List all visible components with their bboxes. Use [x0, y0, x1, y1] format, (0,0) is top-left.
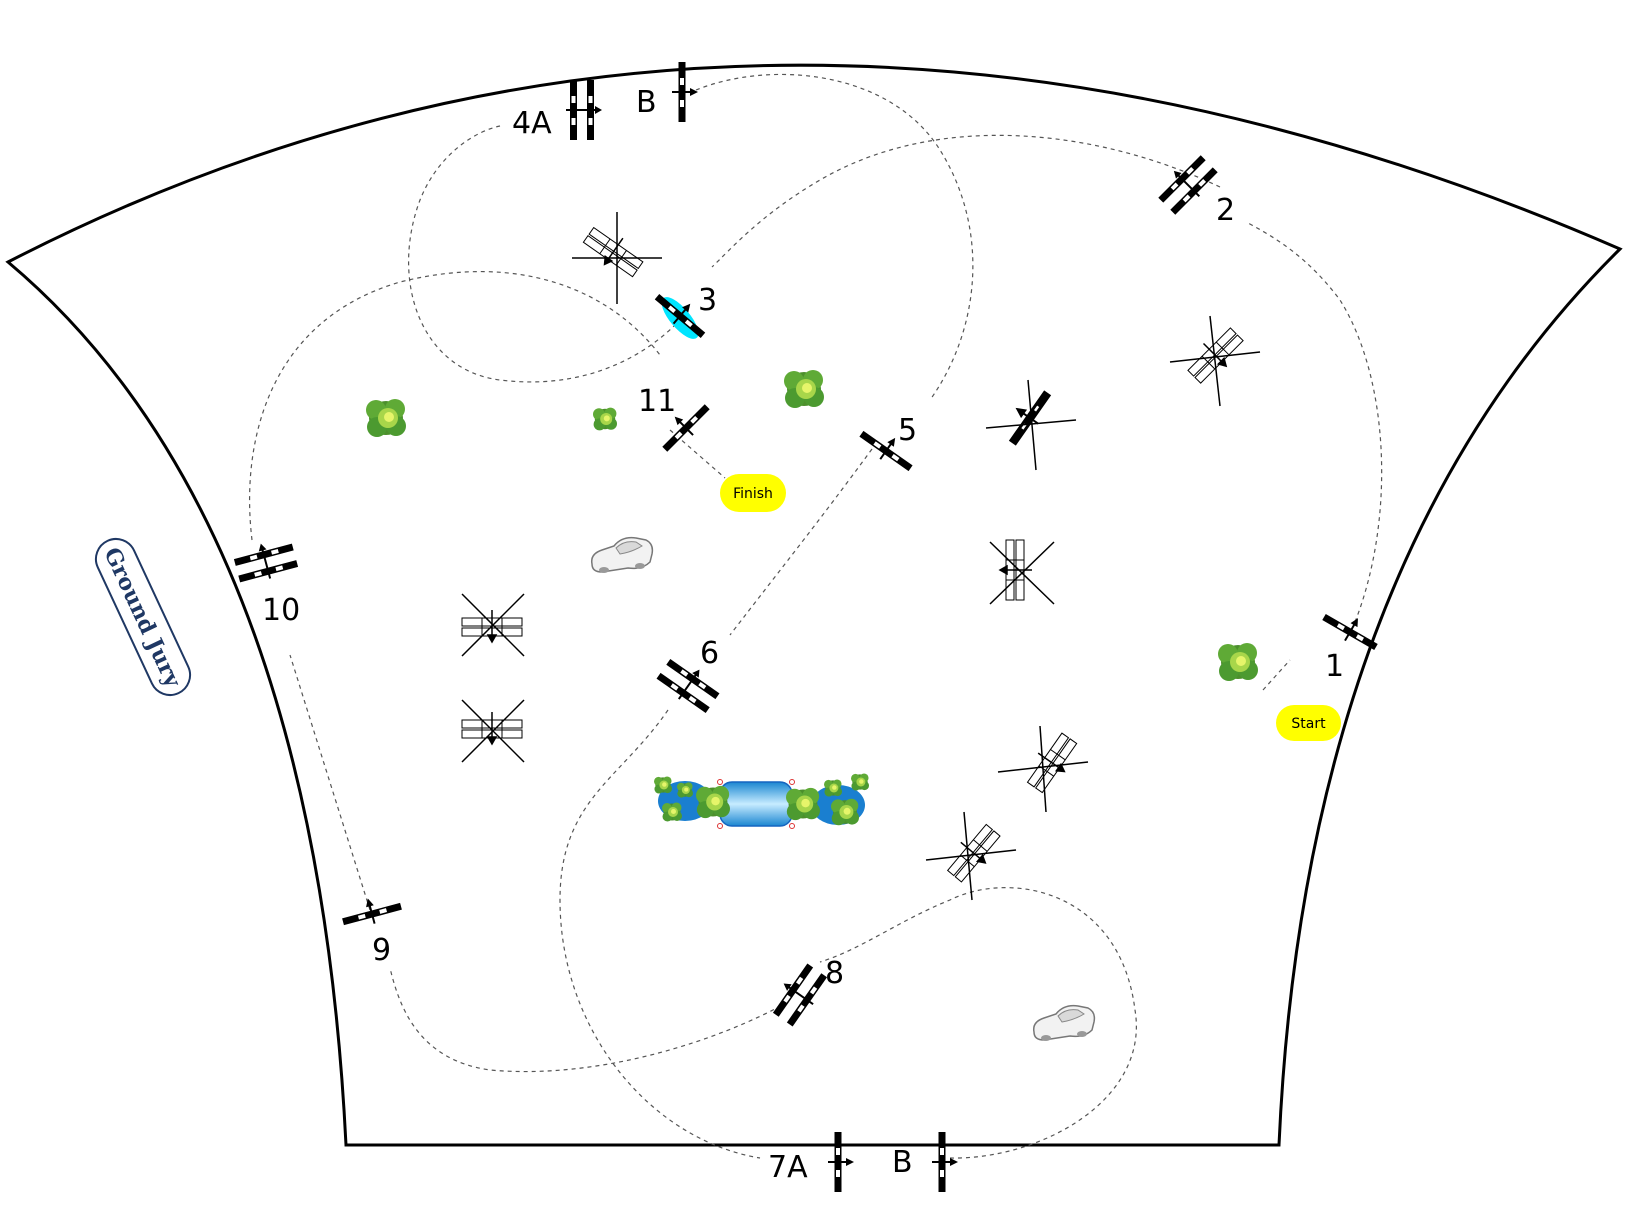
gate-10: 10 — [230, 534, 300, 628]
start-marker: Start — [1276, 705, 1341, 741]
crossed-plane-icon — [572, 212, 662, 304]
crossed-plane-icon — [989, 539, 1055, 605]
field-outline — [5, 63, 1623, 1147]
bush-icon — [784, 370, 824, 408]
gate-11: 11 — [638, 384, 716, 458]
bush-icon — [593, 407, 617, 431]
crossed-plane-icon — [925, 811, 1017, 901]
gate-6-label: 6 — [700, 636, 719, 671]
gate-4b-label: B — [636, 85, 657, 120]
gate-7b-label: B — [892, 1145, 913, 1180]
flight-path — [249, 73, 1383, 1159]
pond-icon — [654, 773, 869, 829]
gate-9: 9 — [337, 889, 405, 968]
crossed-plane-icon — [1169, 315, 1261, 407]
gate-8: 8 — [765, 956, 844, 1030]
gate-11-label: 11 — [638, 384, 676, 419]
crossed-plane-icon — [461, 699, 525, 763]
gate-8-label: 8 — [825, 956, 844, 991]
gate-10-label: 10 — [262, 593, 300, 628]
gate-4b: B — [636, 61, 699, 123]
gate-9-label: 9 — [372, 933, 391, 968]
gate-7a-label: 7A — [768, 1150, 808, 1185]
bush-icon — [1218, 643, 1258, 681]
gate-2-label: 2 — [1216, 193, 1235, 228]
gate-1-label: 1 — [1325, 649, 1344, 684]
gate-4a-label: 4A — [512, 106, 552, 141]
gate-3: 3 — [649, 283, 717, 344]
gate-5-label: 5 — [898, 413, 917, 448]
gate-5: 5 — [854, 413, 921, 478]
finish-label: Finish — [733, 486, 773, 502]
bush-icon — [366, 399, 406, 437]
finish-marker: Finish — [720, 474, 786, 512]
gate-4a: 4A — [512, 79, 603, 141]
gate-7b: B — [892, 1131, 959, 1193]
gate-3-label: 3 — [698, 283, 717, 318]
gate-2: 2 — [1151, 148, 1235, 228]
gate-7a: 7A — [768, 1131, 855, 1193]
start-label: Start — [1291, 716, 1326, 732]
ground-jury-label: Ground Jury — [98, 544, 186, 693]
gate-6: 6 — [653, 636, 726, 718]
crossed-plane-icon — [461, 593, 525, 657]
crossed-plane-icon — [997, 725, 1089, 813]
gate-1: 1 — [1318, 602, 1385, 684]
crossed-plane-icon — [985, 379, 1077, 471]
ground-jury: Ground Jury — [94, 537, 192, 697]
